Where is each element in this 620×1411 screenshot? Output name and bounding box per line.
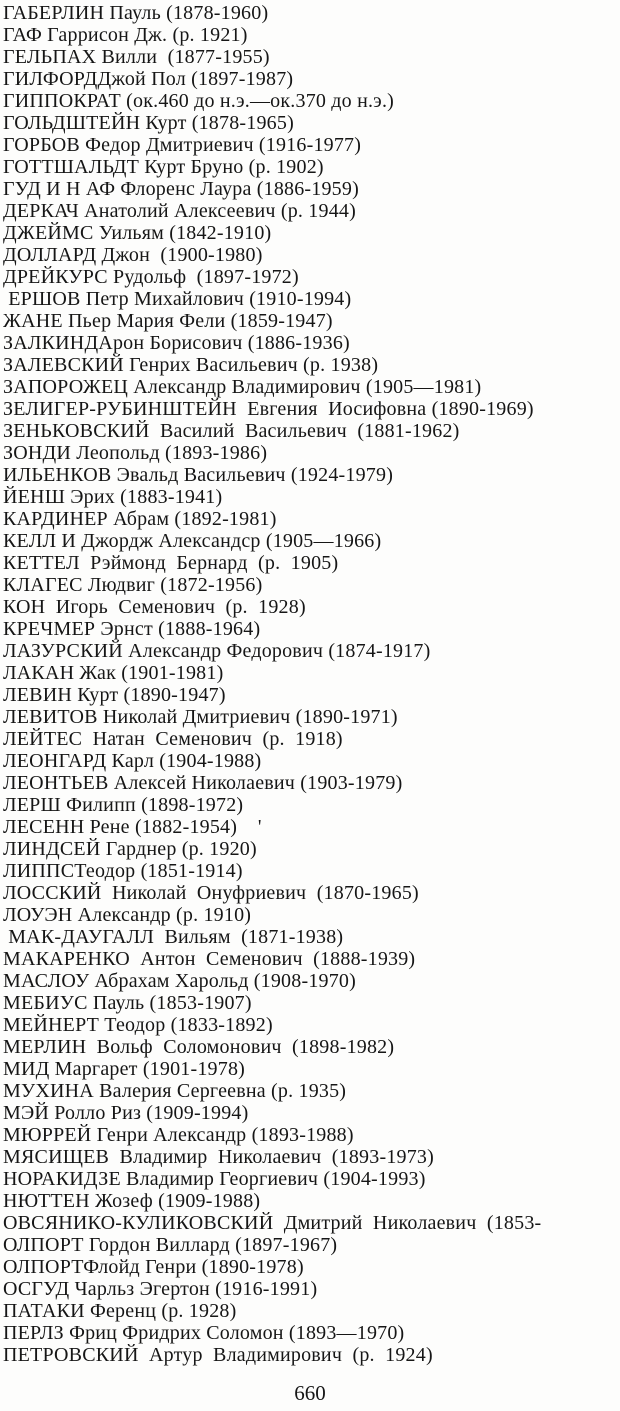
index-entry: ЗЕНЬКОВСКИЙ Василий Васильевич (1881-196… [3, 420, 460, 442]
index-entry: ДОЛЛАРД Джон (1900-1980) [3, 244, 263, 266]
name-index-list: ГАБЕРЛИН Пауль (1878-1960) ГАФ Гаррисон Д… [3, 2, 620, 1366]
index-entry: МИД Маргарет (1901-1978) [3, 1058, 246, 1080]
index-entry: ЙЕНШ Эрих (1883-1941) [3, 486, 223, 508]
index-entry: ЗАПОРОЖЕЦ Александр Владимирович (1905—1… [3, 376, 482, 398]
index-entry: ДЖЕЙМС Уильям (1842-1910) [3, 222, 272, 244]
index-entry: ДРЕЙКУРС Рудольф (1897-1972) [3, 266, 299, 288]
index-entry: ГУД И Н АФ Флоренс Лаура (1886-1959) [3, 178, 359, 200]
index-entry: ОВСЯНИКО-КУЛИКОВСКИЙ Дмитрий Николаевич … [3, 1212, 542, 1234]
index-entry: ЛАКАН Жак (1901-1981) [3, 662, 224, 684]
index-entry: ОСГУД Чарльз Эгертон (1916-1991) [3, 1278, 318, 1300]
index-entry: КЕЛЛ И Джордж Александср (1905—1966) [3, 530, 382, 552]
index-entry: ЖАНЕ Пьер Мария Фели (1859-1947) [3, 310, 333, 332]
index-entry: МЕЙНЕРТ Теодор (1833-1892) [3, 1014, 273, 1036]
index-entry: ГОТТШАЛЬДТ Курт Бруно (р. 1902) [3, 156, 324, 178]
index-entry: НОРАКИДЗЕ Владимир Георгиевич (1904-1993… [3, 1168, 426, 1190]
index-entry: МЯСИЩЕВ Владимир Николаевич (1893-1973) [3, 1146, 434, 1168]
index-entry: ПЕТРОВСКИЙ Артур Владимирович (р. 1924) [3, 1344, 433, 1366]
index-entry: ГЕЛЬПАХ Вилли (1877-1955) [3, 46, 270, 68]
index-entry: ЛЕРШ Филипп (1898-1972) [3, 794, 244, 816]
index-entry: МАК-ДАУГАЛЛ Вильям (1871-1938) [3, 926, 344, 948]
index-entry: КЛАГЕС Людвиг (1872-1956) [3, 574, 263, 596]
index-entry: КОН Игорь Семенович (р. 1928) [3, 596, 306, 618]
page-number: 660 [294, 1381, 326, 1405]
index-entry: ОЛПОРТФлойд Генри (1890-1978) [3, 1256, 304, 1278]
index-entry: МЕБИУС Пауль (1853-1907) [3, 992, 252, 1014]
index-entry: ЛЕВИТОВ Николай Дмитриевич (1890-1971) [3, 706, 398, 728]
index-entry: НЮТТЕН Жозеф (1909-1988) [3, 1190, 261, 1212]
index-entry: ГОРБОВ Федор Дмитриевич (1916-1977) [3, 134, 362, 156]
index-entry: ДЕРКАЧ Анатолий Алексеевич (р. 1944) [3, 200, 356, 222]
index-entry: ЛЕСЕНН Рене (1882-1954) ' [3, 816, 262, 838]
index-entry: ЛИППСТеодор (1851-1914) [3, 860, 243, 882]
index-entry: ГАБЕРЛИН Пауль (1878-1960) [3, 2, 269, 24]
index-entry: ЛАЗУРСКИЙ Александр Федорович (1874-1917… [3, 640, 431, 662]
index-entry: ЛЕОНГАРД Карл (1904-1988) [3, 750, 262, 772]
index-entry: ЗАЛКИНДАрон Борисович (1886-1936) [3, 332, 350, 354]
index-entry: ГОЛЬДШТЕЙН Курт (1878-1965) [3, 112, 294, 134]
index-entry: ЛОУЭН Александр (р. 1910) [3, 904, 252, 926]
index-entry: КАРДИНЕР Абрам (1892-1981) [3, 508, 277, 530]
index-entry: ОЛПОРТ Гордон Виллард (1897-1967) [3, 1234, 338, 1256]
index-entry: МАКАРЕНКО Антон Семенович (1888-1939) [3, 948, 416, 970]
index-entry: ГИППОКРАТ (ок.460 до н.э.—ок.370 до н.э.… [3, 90, 395, 112]
index-entry: ЗЕЛИГЕР-РУБИНШТЕЙН Евгения Иосифовна (18… [3, 398, 534, 420]
index-entry: ГАФ Гаррисон Дж. (р. 1921) [3, 24, 248, 46]
index-entry: ПЕРЛЗ Фриц Фридрих Соломон (1893—1970) [3, 1322, 405, 1344]
index-entry: МЕРЛИН Вольф Соломонович (1898-1982) [3, 1036, 395, 1058]
index-entry: ЛОССКИЙ Николай Онуфриевич (1870-1965) [3, 882, 419, 904]
index-entry: ЗАЛЕВСКИЙ Генрих Васильевич (р. 1938) [3, 354, 379, 376]
index-entry: ЗОНДИ Леопольд (1893-1986) [3, 442, 268, 464]
index-entry: МЮРРЕЙ Генри Александр (1893-1988) [3, 1124, 354, 1146]
index-entry: КРЕЧМЕР Эрнст (1888-1964) [3, 618, 261, 640]
index-entry: МУХИНА Валерия Сергеевна (р. 1935) [3, 1080, 347, 1102]
index-entry: ЕРШОВ Петр Михайлович (1910-1994) [3, 288, 352, 310]
index-entry: МАСЛОУ Абрахам Харольд (1908-1970) [3, 970, 356, 992]
index-entry: ЛИНДСЕЙ Гарднер (р. 1920) [3, 838, 257, 860]
index-entry: ЛЕОНТЬЕВ Алексей Николаевич (1903-1979) [3, 772, 403, 794]
index-entry: ЛЕЙТЕС Натан Семенович (р. 1918) [3, 728, 343, 750]
index-entry: ЛЕВИН Курт (1890-1947) [3, 684, 226, 706]
index-entry: КЕТТЕЛ Рэймонд Бернард (р. 1905) [3, 552, 339, 574]
index-entry: МЭЙ Ролло Риз (1909-1994) [3, 1102, 249, 1124]
index-entry: ИЛЬЕНКОВ Эвальд Васильевич (1924-1979) [3, 464, 394, 486]
index-entry: ПАТАКИ Ференц (р. 1928) [3, 1300, 237, 1322]
index-entry: ГИЛФОРДДжой Пол (1897-1987) [3, 68, 294, 90]
